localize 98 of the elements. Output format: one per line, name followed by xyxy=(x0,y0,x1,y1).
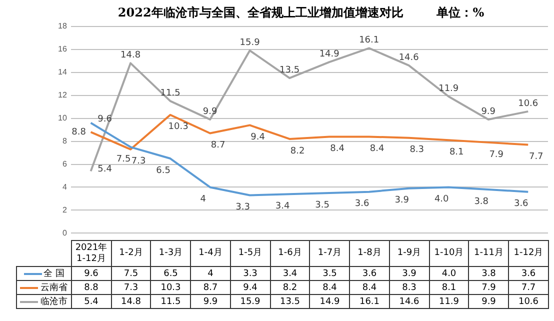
chart-title: 2022年临沧市与全国、全省规上工业增加值增速对比 单位：% xyxy=(118,5,485,20)
text: 8.8 xyxy=(72,127,86,138)
legend-label: 云南省 xyxy=(16,280,72,294)
data-label: 15.9 xyxy=(230,294,270,308)
text: 7.7 xyxy=(528,152,544,162)
text: 3.4 xyxy=(275,201,290,212)
text: 16.1 xyxy=(359,36,380,46)
y-tick-label: 8 xyxy=(62,136,68,146)
data-label: 9.9 xyxy=(468,294,509,308)
data-label: 13.5 xyxy=(270,294,310,308)
data-label: 5.4 xyxy=(71,294,112,308)
data-label: 10.6 xyxy=(508,294,548,308)
data-label: 3.6 xyxy=(508,266,548,280)
data-label: 11.5 xyxy=(150,294,191,308)
data-label: 8.1 xyxy=(429,280,469,294)
data-label: 3.9 xyxy=(389,266,430,280)
data-label: 4.0 xyxy=(429,266,469,280)
text: 8.2 xyxy=(290,146,305,156)
text: 10.3 xyxy=(168,122,188,132)
y-tick-label: 0 xyxy=(62,228,68,238)
data-label: 7.9 xyxy=(468,280,509,294)
text: 8.7 xyxy=(210,140,226,151)
data-label: 9.9 xyxy=(190,294,230,308)
legend-label: 临沧市 xyxy=(16,294,72,308)
x-tick-label: 1-12月 xyxy=(508,240,548,266)
text: 14.6 xyxy=(398,52,419,63)
data-label: 16.1 xyxy=(350,294,390,308)
text: 7.3 xyxy=(131,156,146,167)
x-tick-label: 1-9月 xyxy=(389,240,430,266)
data-label: 8.3 xyxy=(389,280,430,294)
text: 5.4 xyxy=(98,164,112,175)
text: 3.8 xyxy=(474,196,489,207)
text: 9.9 xyxy=(202,106,218,117)
data-label: 3.3 xyxy=(230,266,270,280)
x-tick-label: 1-2月 xyxy=(111,240,151,266)
data-label: 8.8 xyxy=(71,280,112,294)
x-tick-label: 2021年1-12月 xyxy=(71,240,112,266)
text: 8.4 xyxy=(330,144,344,154)
text: 9.6 xyxy=(98,114,112,124)
data-label: 8.2 xyxy=(270,280,310,294)
text: 11.5 xyxy=(160,88,180,98)
text: 3.6 xyxy=(514,199,528,210)
data-label: 7.7 xyxy=(508,280,548,294)
data-label: 9.4 xyxy=(230,280,270,294)
data-label: 3.6 xyxy=(350,266,390,280)
data-label: 14.8 xyxy=(111,294,151,308)
x-tick-label: 1-7月 xyxy=(310,240,350,266)
x-tick-label: 1-3月 xyxy=(150,240,191,266)
data-label: 11.9 xyxy=(429,294,469,308)
data-label: 3.8 xyxy=(468,266,509,280)
x-tick-label: 1-11月 xyxy=(468,240,509,266)
text: 15.9 xyxy=(240,38,260,48)
data-label: 14.9 xyxy=(310,294,350,308)
data-label: 10.3 xyxy=(150,280,191,294)
text: 4.0 xyxy=(434,194,449,205)
data-label: 4 xyxy=(190,266,230,280)
y-tick-label: 12 xyxy=(58,90,68,100)
y-tick-label: 4 xyxy=(62,182,68,192)
text: 8.3 xyxy=(410,145,424,156)
data-label: 14.6 xyxy=(389,294,430,308)
text: 7.5 xyxy=(116,154,131,164)
data-label: 8.4 xyxy=(310,280,350,294)
y-tick-label: 6 xyxy=(62,159,68,168)
data-label: 7.5 xyxy=(111,266,151,280)
text: 11.9 xyxy=(438,84,459,94)
text: 3.5 xyxy=(315,200,330,210)
x-tick-label: 1-8月 xyxy=(350,240,390,266)
text: 10.6 xyxy=(518,98,538,109)
text: 3.9 xyxy=(394,196,410,206)
y-tick-label: 18 xyxy=(58,22,68,31)
x-tick-label: 1-10月 xyxy=(429,240,469,266)
text: 14.8 xyxy=(120,50,141,61)
data-label: 9.6 xyxy=(71,266,112,280)
x-tick-label: 1-5月 xyxy=(230,240,270,266)
data-label: 3.4 xyxy=(270,266,310,280)
data-label: 3.5 xyxy=(310,266,350,280)
data-label: 8.4 xyxy=(350,280,390,294)
y-tick-label: 2 xyxy=(62,205,68,214)
text: 4 xyxy=(200,194,206,205)
text: 8.4 xyxy=(370,144,384,154)
legend-label: 全 国 xyxy=(16,266,72,280)
y-tick-label: 14 xyxy=(58,68,68,77)
text: 13.5 xyxy=(280,65,300,76)
text: 3.3 xyxy=(236,202,250,213)
y-tick-label: 16 xyxy=(58,44,68,54)
text: 7.9 xyxy=(489,150,504,160)
text: 3.6 xyxy=(354,199,370,210)
x-tick-label: 1-6月 xyxy=(270,240,310,266)
text: 9.4 xyxy=(250,132,265,143)
data-label: 8.7 xyxy=(190,280,230,294)
text: 6.5 xyxy=(156,166,170,176)
data-label: 7.3 xyxy=(111,280,151,294)
text: 14.9 xyxy=(319,49,340,60)
data-label: 6.5 xyxy=(150,266,191,280)
y-tick-label: 10 xyxy=(58,114,68,123)
x-tick-label: 1-4月 xyxy=(190,240,230,266)
text: 9.9 xyxy=(481,106,496,117)
text: 8.1 xyxy=(449,147,464,158)
